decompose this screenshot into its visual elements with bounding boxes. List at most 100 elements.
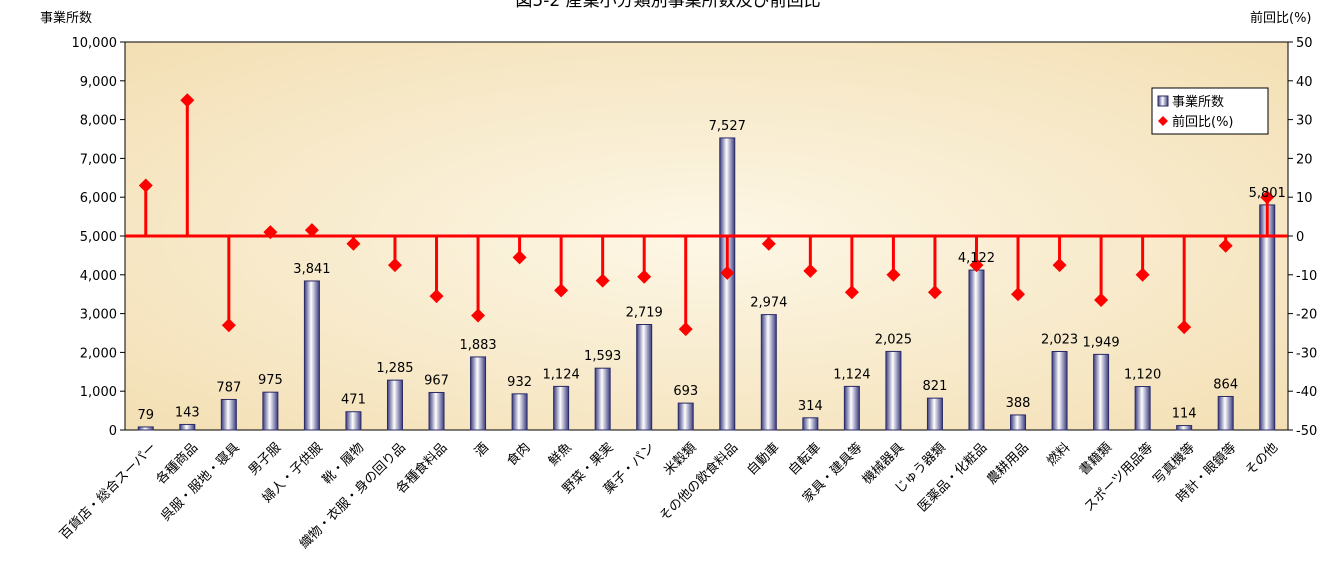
category-label: 男子服 [246, 440, 284, 478]
chart-title: 図5-2 産業小分類別事業所数及び前回比 [515, 0, 820, 11]
y2-tick-label: -30 [1296, 346, 1317, 361]
bar [1010, 414, 1027, 431]
bar [636, 324, 653, 431]
category-label: その他の飲食料品 [656, 440, 741, 525]
bar [1259, 204, 1276, 431]
bar [303, 280, 320, 431]
bar-value-label: 1,593 [584, 349, 621, 364]
bar-value-label: 314 [798, 399, 823, 414]
y2-tick-label: 30 [1296, 114, 1313, 129]
bar [926, 397, 943, 431]
bar [345, 411, 362, 431]
bar [511, 393, 528, 431]
y-tick-label: 7,000 [80, 152, 117, 167]
ratio-marker [761, 236, 776, 251]
category-label: 米穀類 [661, 440, 699, 478]
y2-tick-label: 50 [1296, 36, 1313, 51]
bar [386, 379, 403, 431]
category-label: 酒 [472, 440, 492, 460]
bar-value-label: 79 [137, 408, 154, 423]
y2-tick-label: -10 [1296, 269, 1317, 284]
ratio-marker [1052, 258, 1067, 273]
ratio-marker [1260, 190, 1275, 205]
bar [843, 385, 860, 431]
category-label: 燃料 [1044, 440, 1074, 470]
ratio-marker [969, 258, 984, 273]
ratio-marker [720, 265, 735, 280]
bar [1051, 351, 1068, 431]
bar [1176, 425, 1193, 431]
bar-value-label: 1,883 [459, 338, 496, 353]
y-tick-label: 8,000 [80, 114, 117, 129]
bar [220, 398, 237, 431]
bar [262, 391, 279, 431]
ratio-marker [221, 318, 236, 333]
ratio-marker [637, 269, 652, 284]
bar [1093, 353, 1110, 431]
category-label: 鮮魚 [546, 440, 575, 469]
y2-tick-label: 0 [1296, 230, 1304, 245]
bar [802, 417, 819, 431]
bar [594, 367, 611, 431]
bar [470, 356, 487, 431]
y-tick-label: 0 [109, 424, 117, 439]
legend-bar-label: 事業所数 [1172, 94, 1224, 110]
category-label: 呉服・服地・寝具 [158, 440, 243, 525]
bar [137, 426, 154, 431]
bar-value-label: 967 [424, 373, 449, 388]
ratio-marker [346, 236, 361, 251]
y-tick-label: 1,000 [80, 385, 117, 400]
bar-value-label: 2,719 [626, 306, 663, 321]
bar [553, 385, 570, 431]
ratio-marker [803, 263, 818, 278]
ratio-marker [554, 283, 569, 298]
y-tick-label: 9,000 [80, 75, 117, 90]
category-label: その他 [1243, 440, 1281, 478]
bar-value-label: 693 [673, 384, 698, 399]
y2-tick-label: -50 [1296, 424, 1317, 439]
bar-value-label: 1,120 [1124, 368, 1161, 383]
ratio-marker [678, 322, 693, 337]
bar-value-label: 2,025 [875, 332, 912, 347]
data-labels: 79 143 787 975 3,841 471 1,285 967 1,883 932 1,124… [137, 119, 1285, 423]
bar [719, 137, 736, 431]
ratio-marker [1011, 287, 1026, 302]
bar [968, 269, 985, 431]
legend: 事業所数 前回比(%) [1151, 87, 1269, 135]
bar-value-label: 114 [1172, 407, 1197, 422]
y2-axis: -50 -40 -30 -20 -10 0 10 20 30 40 50 [1288, 36, 1317, 439]
y-tick-label: 3,000 [80, 308, 117, 323]
legend-box [1151, 87, 1269, 135]
bar-value-label: 7,527 [709, 119, 746, 134]
ratio-marker [138, 178, 153, 193]
bar-value-label: 1,124 [833, 367, 870, 382]
bar-value-label: 143 [175, 405, 200, 420]
bar-value-label: 4,122 [958, 251, 995, 266]
ratio-marker [429, 289, 444, 304]
bar [428, 391, 445, 431]
ratio-marker [304, 223, 319, 238]
y-tick-label: 5,000 [80, 230, 117, 245]
ratio-marker [1218, 238, 1233, 253]
category-label: スポーツ用品等 [1081, 440, 1156, 515]
y-axis-title: 事業所数 [40, 10, 92, 26]
ratio-marker [180, 93, 195, 108]
y2-tick-label: 10 [1296, 191, 1313, 206]
bar-value-label: 932 [507, 375, 532, 390]
y-tick-label: 4,000 [80, 269, 117, 284]
bar-value-label: 1,949 [1082, 335, 1119, 350]
bar [1134, 386, 1151, 431]
bar [760, 314, 777, 431]
ratio-marker [844, 285, 859, 300]
ratio-series [125, 93, 1288, 337]
legend-ratio-label: 前回比(%) [1172, 114, 1234, 130]
bar-value-label: 471 [341, 393, 366, 408]
category-label: 百貨店・総合スーパー [56, 440, 159, 543]
y2-tick-label: 40 [1296, 75, 1313, 90]
category-label: 自転車 [786, 440, 824, 478]
bar-value-label: 1,285 [376, 361, 413, 376]
y2-tick-label: -40 [1296, 385, 1317, 400]
y2-tick-label: 20 [1296, 152, 1313, 167]
category-label: 書籍類 [1076, 440, 1115, 479]
